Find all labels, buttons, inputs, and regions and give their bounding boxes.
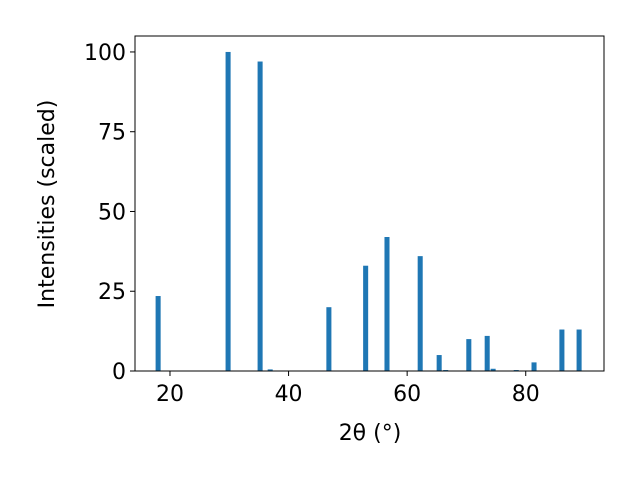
y-axis-label: Intensities (scaled) — [35, 100, 60, 309]
bar — [490, 368, 496, 371]
bar — [466, 339, 472, 371]
bar — [559, 329, 565, 371]
bar — [384, 237, 390, 371]
plot-frame — [134, 35, 605, 372]
x-tick-label: 20 — [156, 382, 184, 407]
bar — [363, 265, 369, 371]
bar — [267, 369, 273, 371]
x-tick-label: 80 — [512, 382, 540, 407]
y-tick-label: 75 — [98, 121, 126, 146]
bar — [417, 256, 423, 371]
y-tick-label: 50 — [98, 200, 126, 225]
y-tick-label: 100 — [84, 41, 126, 66]
y-tick-label: 25 — [98, 280, 126, 305]
bar — [326, 307, 332, 371]
x-tick-label: 40 — [275, 382, 303, 407]
bar — [225, 51, 231, 371]
bar — [257, 61, 263, 372]
bar — [484, 335, 490, 371]
bar — [155, 296, 161, 371]
x-axis-label: 2θ (°) — [339, 421, 402, 446]
y-tick-label: 0 — [112, 360, 126, 385]
x-tick-label: 60 — [393, 382, 421, 407]
bar — [436, 355, 442, 371]
bar — [576, 329, 582, 371]
bar — [531, 362, 537, 371]
